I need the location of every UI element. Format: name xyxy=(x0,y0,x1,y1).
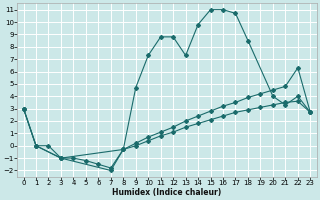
X-axis label: Humidex (Indice chaleur): Humidex (Indice chaleur) xyxy=(112,188,221,197)
